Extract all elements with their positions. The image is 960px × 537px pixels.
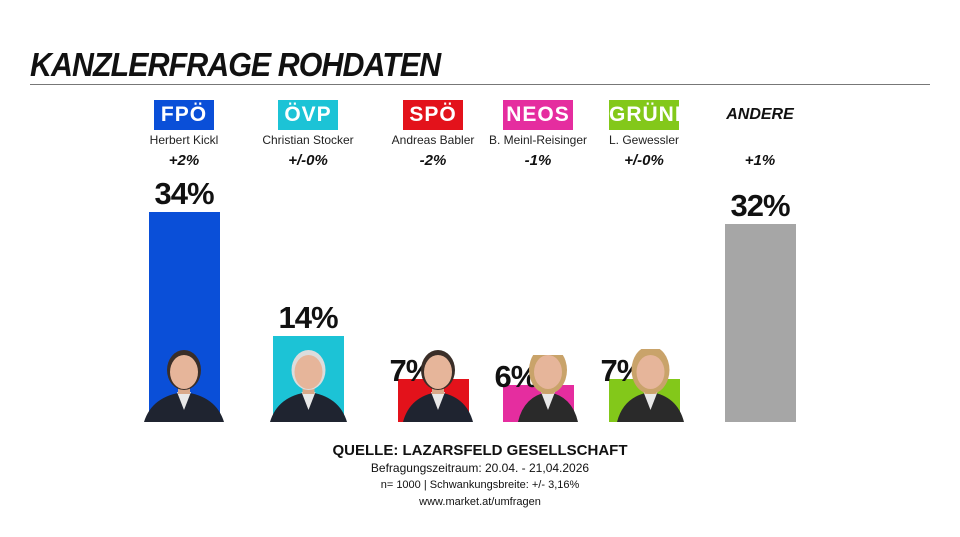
candidate-photo-grne — [616, 349, 684, 422]
party-label-fp: FPÖ — [154, 100, 214, 130]
party-label-sp: SPÖ — [403, 100, 463, 130]
candidate-photo-sp — [402, 350, 473, 422]
value-label-vp: 14% — [278, 300, 338, 335]
candidate-name-grne: L. Gewessler — [608, 133, 680, 147]
party-label-neos: NEOS — [503, 100, 573, 130]
candidate-name-vp: Christian Stocker — [262, 133, 354, 147]
source-url: www.market.at/umfragen — [419, 496, 541, 508]
change-label-vp: +/-0% — [288, 152, 328, 169]
party-label-andere: ANDERE — [726, 106, 794, 123]
change-label-grne: +/-0% — [624, 152, 664, 169]
chart-title: KANZLERFRAGE ROHDATEN — [30, 46, 441, 83]
sample-info: n= 1000 | Schwankungsbreite: +/- 3,16% — [380, 479, 580, 491]
candidate-photo-vp — [269, 350, 347, 422]
candidate-photo-neos — [517, 355, 578, 422]
change-label-neos: -1% — [524, 152, 552, 169]
change-label-andere: +1% — [744, 152, 776, 169]
bar-andere — [724, 224, 796, 422]
title-rule — [30, 84, 930, 85]
value-label-andere: 32% — [730, 188, 790, 223]
change-label-fp: +2% — [168, 152, 200, 169]
party-label-grne: GRÜNE — [609, 100, 689, 130]
survey-period: Befragungszeitraum: 20.04. - 21,04.2026 — [370, 461, 590, 475]
candidate-name-fp: Herbert Kickl — [149, 133, 219, 147]
candidate-photo-fp — [144, 350, 224, 422]
party-label-vp: ÖVP — [278, 100, 338, 130]
source-label: QUELLE: LAZARSFELD GESELLSCHAFT — [332, 442, 628, 459]
candidate-name-sp: Andreas Babler — [391, 133, 475, 147]
change-label-sp: -2% — [419, 152, 447, 169]
value-label-fp: 34% — [154, 176, 214, 211]
candidate-name-neos: B. Meinl-Reisinger — [488, 133, 588, 147]
